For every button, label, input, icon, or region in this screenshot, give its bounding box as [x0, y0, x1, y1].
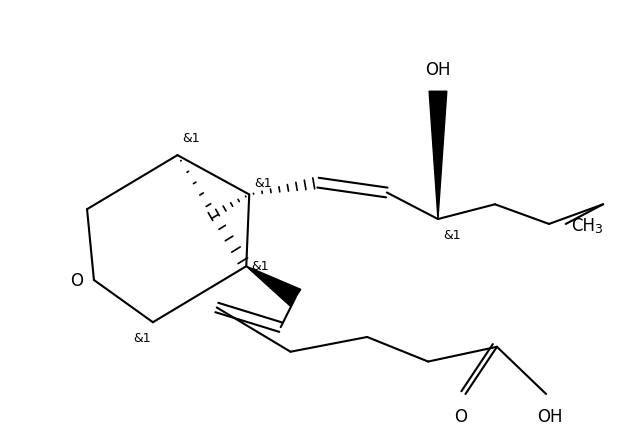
Text: O: O [70, 272, 83, 290]
Text: &1: &1 [443, 229, 461, 242]
Text: O: O [454, 408, 467, 426]
Polygon shape [246, 266, 301, 306]
Text: &1: &1 [254, 177, 272, 190]
Text: CH: CH [571, 217, 595, 235]
Text: OH: OH [425, 61, 451, 79]
Polygon shape [429, 91, 447, 219]
Text: &1: &1 [133, 332, 151, 345]
Text: &1: &1 [251, 260, 269, 273]
Text: OH: OH [537, 408, 563, 426]
Text: 3: 3 [595, 223, 602, 236]
Text: &1: &1 [182, 132, 200, 145]
